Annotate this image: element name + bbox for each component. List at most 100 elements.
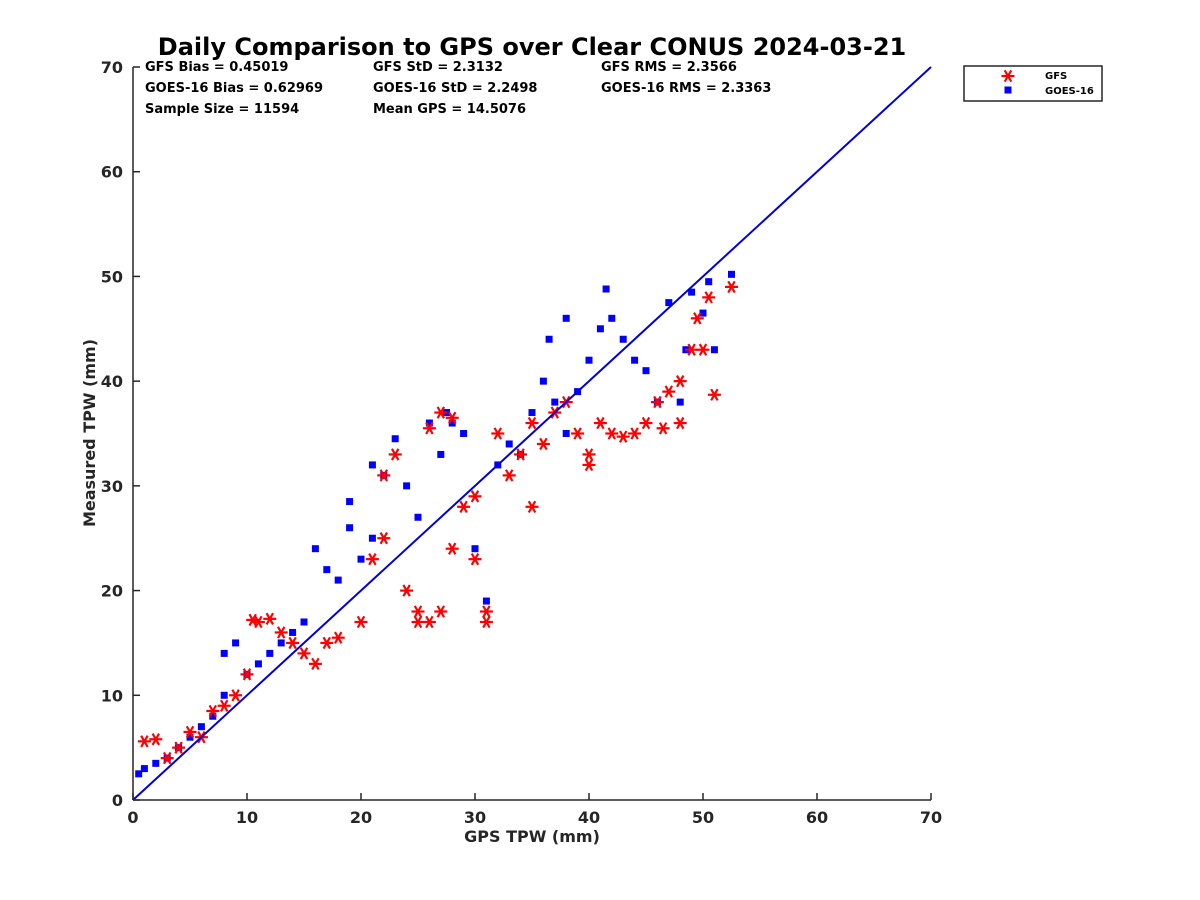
gfs-point <box>400 584 414 597</box>
gfs-point <box>445 411 459 424</box>
gfs-point <box>673 416 687 430</box>
gfs-point <box>502 469 516 482</box>
one-to-one-line <box>132 66 932 801</box>
goes-point <box>403 482 411 490</box>
goes-point <box>414 513 422 521</box>
gfs-point <box>696 343 710 356</box>
goes-point <box>676 398 684 406</box>
goes-point <box>699 309 707 317</box>
stat-goes-rms: GOES-16 RMS = 2.3363 <box>601 81 771 96</box>
gfs-point <box>725 280 738 294</box>
gfs-point <box>206 704 220 718</box>
goes-point <box>323 566 331 574</box>
gfs-point <box>263 612 277 626</box>
goes-point <box>254 660 262 668</box>
goes-point <box>471 545 479 553</box>
goes-point <box>585 356 593 364</box>
gfs-point <box>411 605 425 618</box>
gfs-point <box>149 733 163 746</box>
y-tick-label: 30 <box>101 477 123 496</box>
gfs-point <box>479 605 493 618</box>
gfs-point <box>525 416 539 430</box>
x-tick-label: 70 <box>920 808 942 827</box>
gfs-point <box>331 631 345 644</box>
goes-point <box>391 435 399 443</box>
gfs-point <box>468 552 482 566</box>
goes-point <box>688 288 696 296</box>
goes-point <box>277 639 285 647</box>
gfs-point <box>354 615 368 629</box>
goes-point <box>602 285 610 293</box>
gfs-point <box>491 427 505 440</box>
goes-point <box>186 733 194 741</box>
x-tick-label: 10 <box>236 808 258 827</box>
gfs-point <box>702 291 716 304</box>
goes-point <box>135 770 143 778</box>
y-tick-label: 70 <box>101 58 123 77</box>
legend: GFS GOES-16 <box>963 65 1103 102</box>
legend-gfs-asterisk <box>1001 69 1015 83</box>
y-ticks: 0 10 20 30 40 50 60 70 <box>101 58 140 810</box>
goes-point <box>728 270 735 278</box>
goes-point <box>437 450 445 458</box>
stat-sample-size: Sample Size = 11594 <box>145 102 299 117</box>
goes-point <box>357 555 365 563</box>
goes-point <box>545 335 553 343</box>
gfs-point <box>593 416 607 430</box>
legend-box <box>963 65 1103 102</box>
gfs-point <box>274 626 288 639</box>
gfs-point <box>656 422 670 435</box>
goes-point <box>368 534 376 542</box>
goes-point <box>197 723 205 731</box>
gfs-point <box>662 385 676 398</box>
gfs-point <box>297 647 311 660</box>
goes-point <box>642 367 650 375</box>
legend-goes-square-icon <box>1004 86 1012 94</box>
stat-gfs-bias: GFS Bias = 0.45019 <box>145 60 288 75</box>
gfs-point <box>172 741 186 754</box>
gfs-point <box>479 615 493 629</box>
gfs-point <box>514 448 528 461</box>
goes-point <box>346 524 354 532</box>
goes-point <box>368 461 376 469</box>
gfs-point <box>673 374 687 388</box>
goes-point <box>482 597 490 605</box>
gfs-point <box>616 430 630 443</box>
goes-point <box>705 278 713 286</box>
x-tick-label: 20 <box>350 808 372 827</box>
gfs-point <box>690 312 704 325</box>
legend-gfs-label: GFS <box>1045 71 1067 82</box>
gfs-point <box>605 427 619 440</box>
goes-point <box>619 335 627 343</box>
goes-point <box>346 498 354 506</box>
gfs-point <box>388 448 402 461</box>
gfs-point <box>685 343 699 356</box>
y-tick-label: 40 <box>101 372 123 391</box>
gfs-point <box>639 416 653 430</box>
stat-goes-std: GOES-16 StD = 2.2498 <box>373 81 537 96</box>
x-tick-label: 0 <box>127 808 138 827</box>
axes: 0 10 20 30 40 50 60 70 0 10 20 30 40 50 60 70 <box>101 58 942 827</box>
goes-point <box>220 691 228 699</box>
y-tick-label: 50 <box>101 267 123 286</box>
goes-point <box>539 377 547 385</box>
gfs-point <box>582 448 596 461</box>
goes-point <box>631 356 639 364</box>
gfs-point <box>422 422 436 435</box>
goes-point <box>266 649 274 657</box>
markers-layer <box>135 270 738 778</box>
gfs-point <box>628 427 642 440</box>
stat-goes-bias: GOES-16 Bias = 0.62969 <box>145 81 323 96</box>
x-tick-label: 30 <box>464 808 486 827</box>
gfs-point <box>411 615 425 629</box>
goes-point <box>232 639 240 647</box>
goes-point <box>596 325 604 333</box>
gfs-point <box>457 500 471 513</box>
goes-point <box>562 314 570 322</box>
gfs-point <box>251 615 265 629</box>
gfs-point <box>377 469 391 482</box>
goes-point <box>220 649 228 657</box>
gfs-point <box>308 657 322 671</box>
gfs-point <box>229 689 243 702</box>
x-axis-label: GPS TPW (mm) <box>464 827 600 846</box>
